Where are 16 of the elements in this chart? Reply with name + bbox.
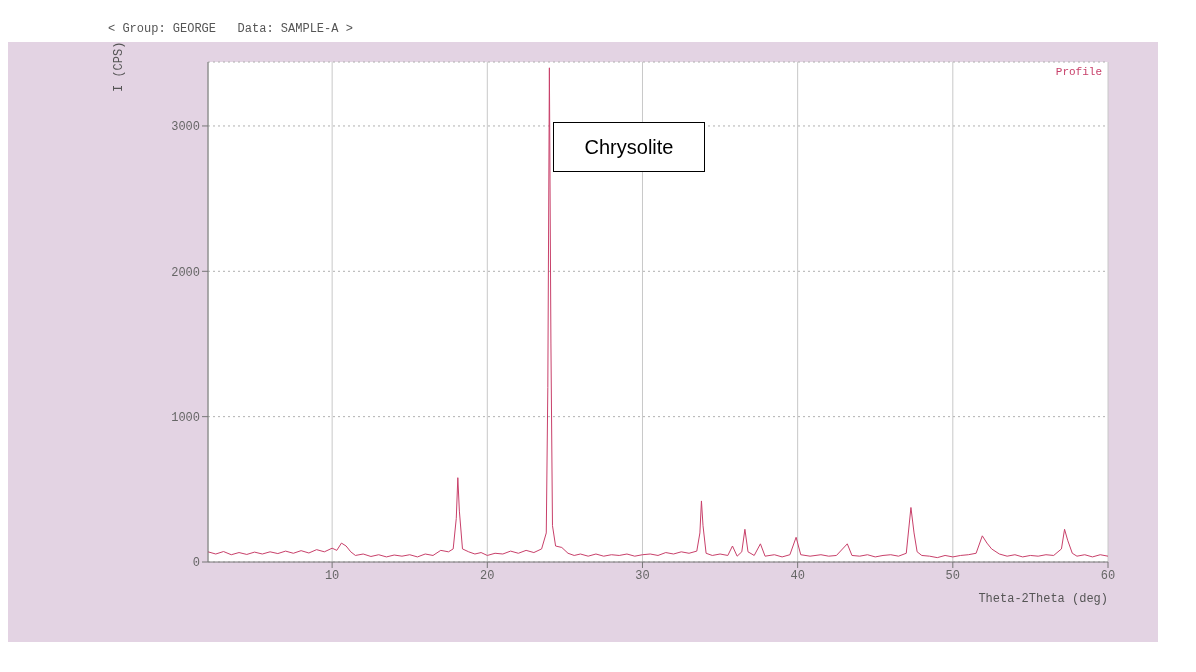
annotation: Chrysolite: [553, 122, 705, 172]
y-tick-label: 2000: [171, 265, 200, 280]
x-tick-label: 60: [1100, 568, 1116, 583]
x-tick-label: 10: [324, 568, 340, 583]
x-tick-label: 30: [635, 568, 650, 583]
y-tick-label: 3000: [171, 120, 200, 135]
x-tick-label: 20: [480, 568, 495, 583]
y-tick-label: 0: [192, 556, 200, 571]
x-tick-label: 40: [790, 568, 805, 583]
x-axis-title: Theta-2Theta (deg): [978, 592, 1108, 606]
line-series: [208, 67, 1108, 559]
y-tick-label: 1000: [171, 410, 200, 425]
y-axis-title: I (CPS): [111, 41, 126, 92]
x-tick-label: 50: [945, 568, 961, 583]
chart-title: < Group: GEORGE Data: SAMPLE-A >: [107, 21, 354, 38]
annotation: Profile: [1055, 66, 1102, 78]
